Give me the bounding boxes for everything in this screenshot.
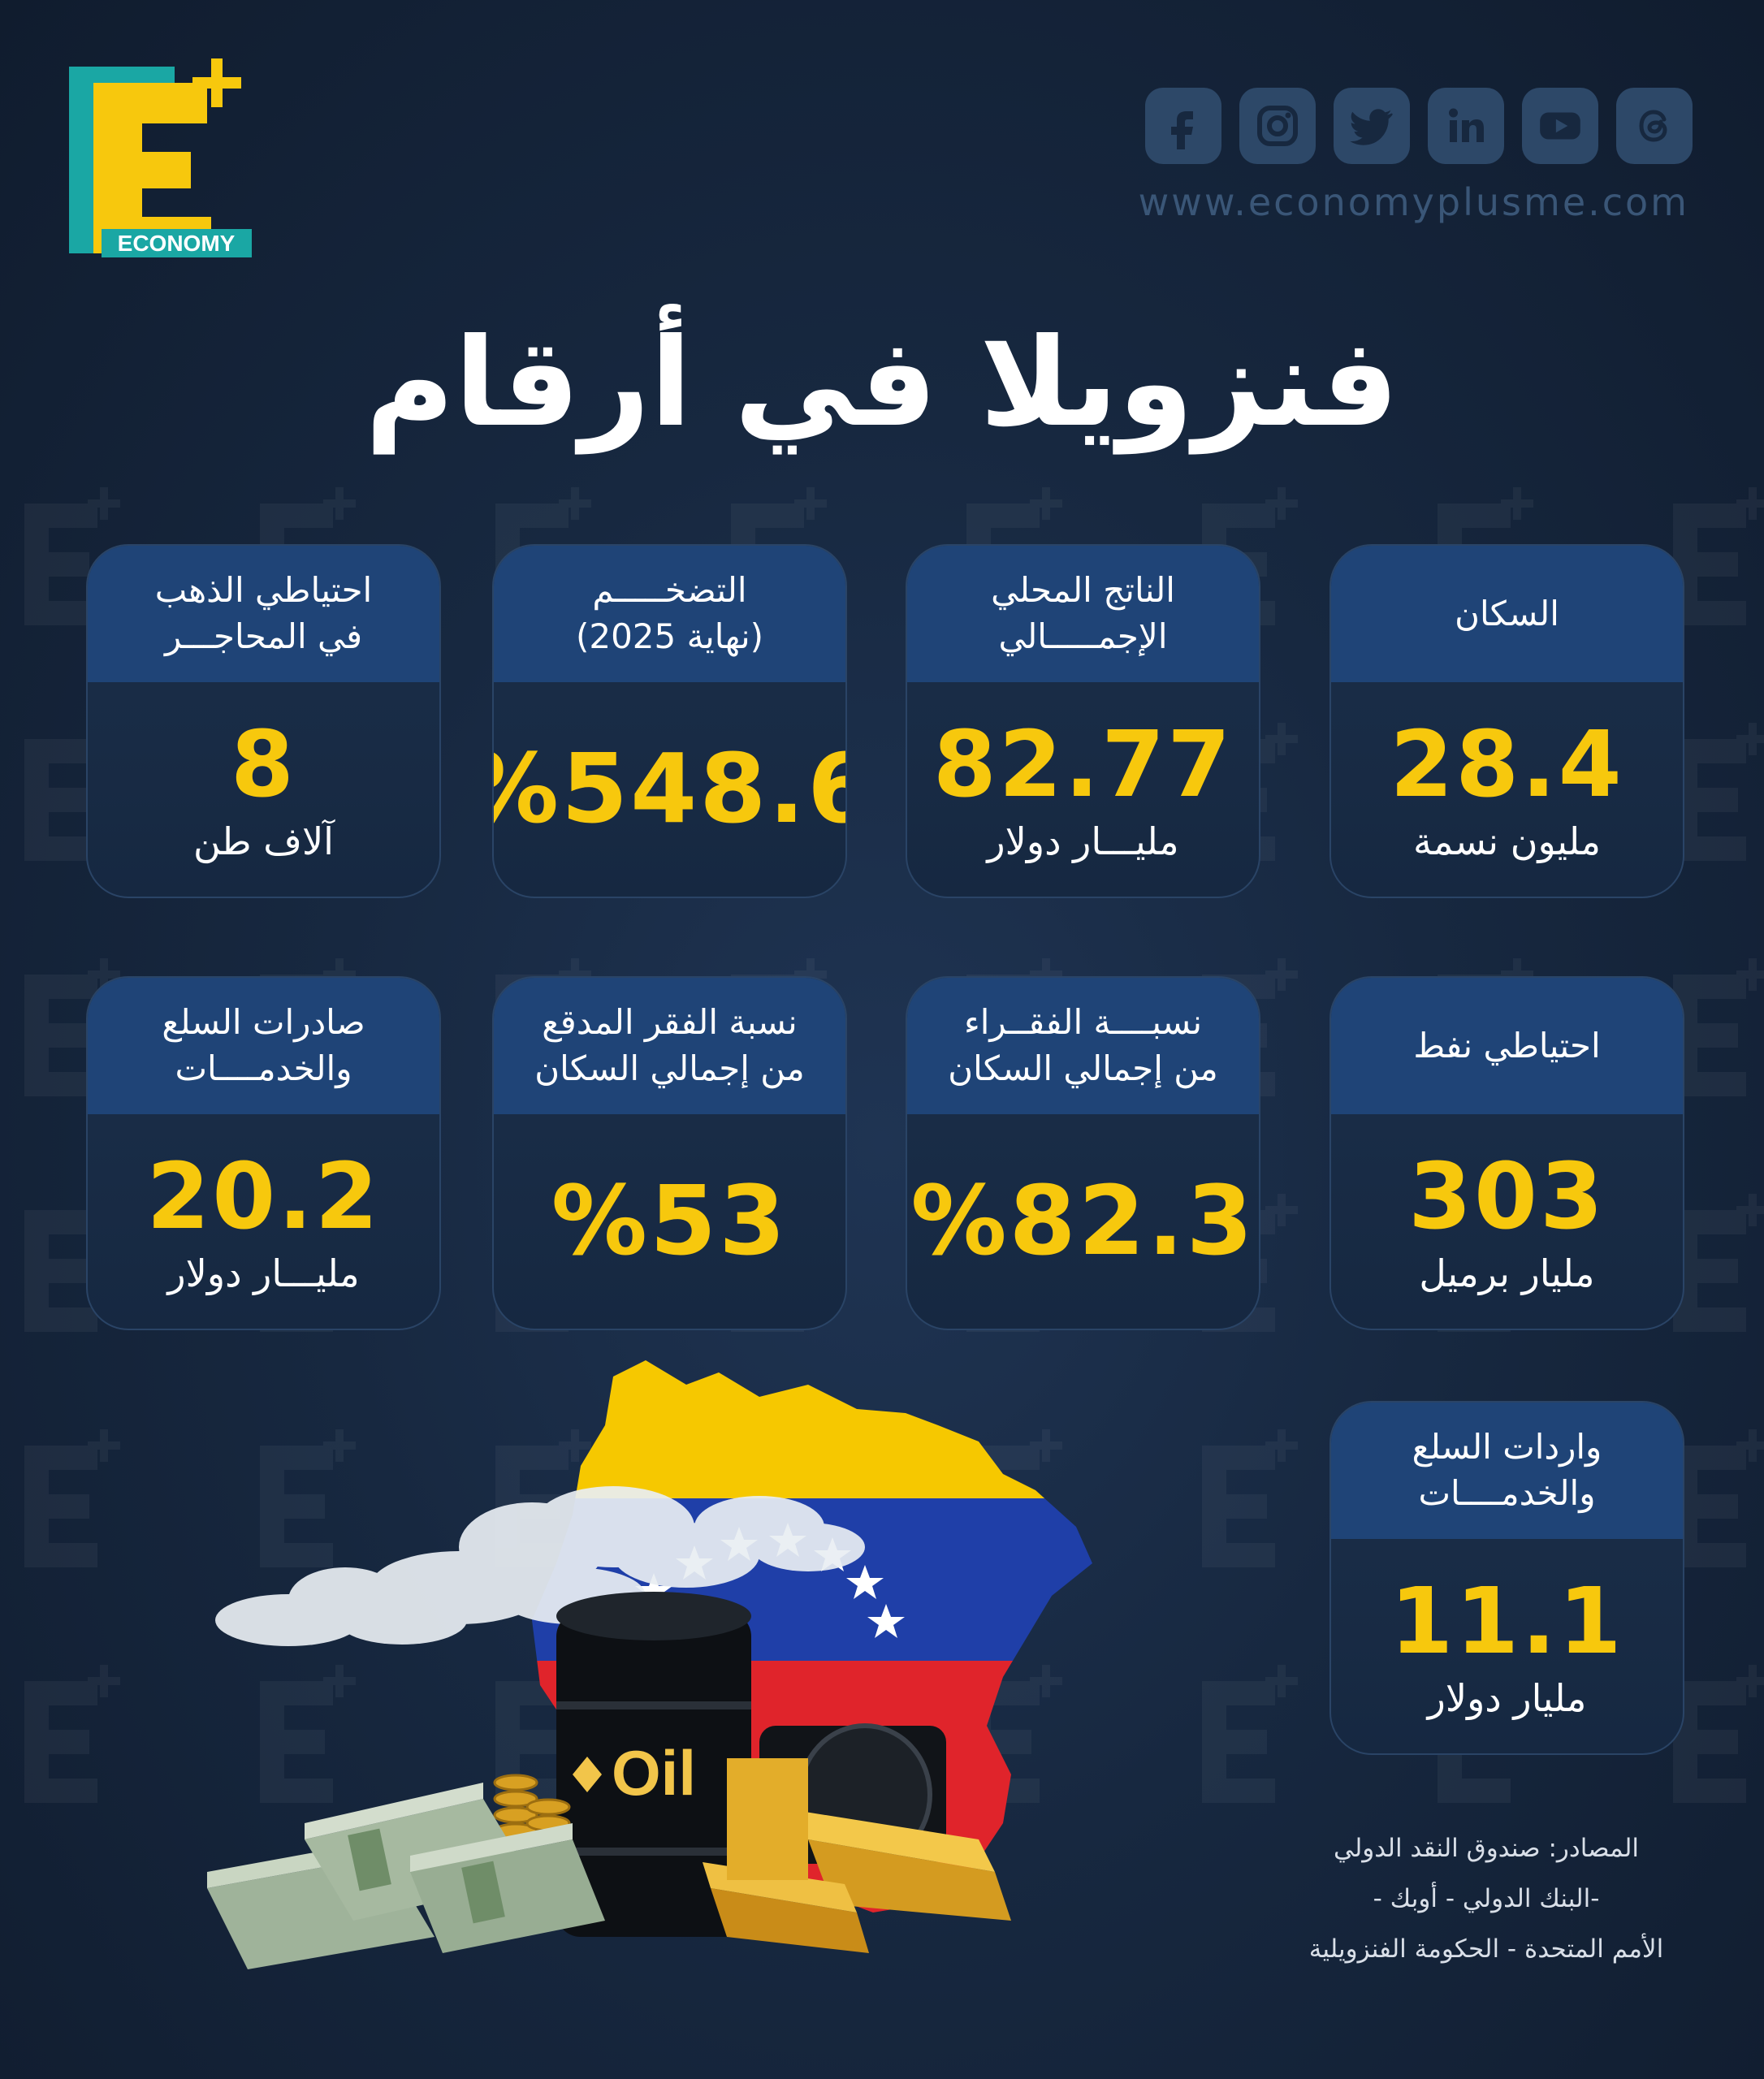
card-label: الناتج المحلي	[991, 570, 1175, 611]
card-value: 82.77	[932, 712, 1234, 819]
card-label-2: والخدمــــات	[175, 1048, 352, 1088]
stat-card-gdp: الناتج المحلي الإجمـــــالي 82.77 مليـــا…	[906, 544, 1260, 898]
card-header: السكان	[1331, 546, 1683, 682]
card-value: 20.2	[146, 1144, 381, 1251]
card-label: احتياطي الذهب	[154, 570, 373, 611]
card-value: 8	[231, 712, 296, 819]
card-body: 82.77 مليـــار دولار	[907, 682, 1259, 897]
card-value: 11.1	[1390, 1569, 1624, 1675]
threads-icon[interactable]	[1616, 88, 1693, 164]
card-unit: مليـــار دولار	[167, 1251, 360, 1295]
card-unit: مليـــار دولار	[987, 819, 1179, 863]
sources-line: الأمم المتحدة - الحكومة الفنزويلية	[1308, 1934, 1664, 1964]
card-unit: مليار دولار	[1427, 1675, 1587, 1720]
card-value: 28.4	[1390, 712, 1624, 819]
card-label-2: من إجمالي السكان	[948, 1048, 1218, 1088]
card-body: 8 آلاف طن	[88, 682, 439, 897]
venezuela-illustration: Oil	[207, 1360, 1092, 1969]
stat-card-oil-reserves: احتياطي نفط 303 مليار برميل	[1329, 976, 1684, 1330]
card-value: 303	[1408, 1144, 1606, 1251]
card-body: %82.3	[907, 1114, 1259, 1329]
card-label-2: الإجمـــــالي	[998, 616, 1168, 656]
stat-card-inflation: التضخـــــم (نهاية 2025) %548.6	[492, 544, 847, 898]
smoke-clouds	[215, 1486, 865, 1646]
card-body: 20.2 مليـــار دولار	[88, 1114, 439, 1329]
page-title: فنزويلا في أرقام	[365, 313, 1399, 454]
gold-bars	[703, 1758, 1011, 1953]
card-label-2: في المحاجـــر	[164, 616, 363, 656]
card-value: %53	[551, 1165, 789, 1277]
twitter-icon[interactable]	[1334, 88, 1410, 164]
sources-line: -البنك الدولي - أوبك -	[1373, 1884, 1600, 1913]
stat-card-imports: واردات السلع والخدمــــات 11.1 مليار دولا…	[1329, 1401, 1684, 1755]
youtube-icon[interactable]	[1522, 88, 1598, 164]
facebook-icon[interactable]	[1145, 88, 1221, 164]
card-header: الناتج المحلي الإجمـــــالي	[907, 546, 1259, 682]
card-header: التضخـــــم (نهاية 2025)	[494, 546, 845, 682]
card-header: نسبــــة الفقــراء من إجمالي السكان	[907, 978, 1259, 1114]
card-label-2: والخدمــــات	[1418, 1473, 1596, 1513]
website-url[interactable]: www.economyplusme.com	[1138, 180, 1689, 224]
card-header: نسبة الفقر المدقع من إجمالي السكان	[494, 978, 845, 1114]
card-value: %82.3	[910, 1165, 1256, 1277]
card-label: التضخـــــم	[592, 570, 747, 611]
stat-card-gold-reserves: احتياطي الذهب في المحاجـــر 8 آلاف طن	[86, 544, 441, 898]
stat-card-population: السكان 28.4 مليون نسمة	[1329, 544, 1684, 898]
card-header: واردات السلع والخدمــــات	[1331, 1403, 1683, 1539]
card-body: 303 مليار برميل	[1331, 1114, 1683, 1329]
oil-barrel: Oil	[556, 1592, 751, 1937]
cash-stacks	[207, 1783, 605, 1969]
card-unit: مليار برميل	[1419, 1251, 1595, 1295]
card-label: احتياطي نفط	[1413, 1025, 1601, 1065]
economy-logo: ECONOMY	[69, 58, 252, 257]
card-label-2: (نهاية 2025)	[575, 616, 764, 656]
stat-card-extreme-poverty: نسبة الفقر المدقع من إجمالي السكان %53	[492, 976, 847, 1330]
card-value: %548.6	[494, 733, 845, 845]
card-label: نسبة الفقر المدقع	[542, 1002, 798, 1043]
card-body: 28.4 مليون نسمة	[1331, 682, 1683, 897]
card-header: احتياطي الذهب في المحاجـــر	[88, 546, 439, 682]
social-links	[1145, 88, 1693, 164]
card-body: 11.1 مليار دولار	[1331, 1539, 1683, 1753]
card-body: %548.6	[494, 682, 845, 897]
stat-card-poverty-rate: نسبــــة الفقــراء من إجمالي السكان %82.3	[906, 976, 1260, 1330]
card-unit: آلاف طن	[193, 819, 334, 863]
stat-card-exports: صادرات السلع والخدمــــات 20.2 مليـــار د…	[86, 976, 441, 1330]
logo-text: ECONOMY	[118, 231, 236, 256]
sources-line: المصادر: صندوق النقد الدولي	[1333, 1834, 1639, 1863]
linkedin-icon[interactable]	[1428, 88, 1504, 164]
card-header: احتياطي نفط	[1331, 978, 1683, 1114]
card-header: صادرات السلع والخدمــــات	[88, 978, 439, 1114]
card-label: السكان	[1455, 593, 1559, 633]
barrel-label: Oil	[612, 1737, 696, 1809]
card-unit: مليون نسمة	[1412, 819, 1601, 863]
card-label: صادرات السلع	[162, 1002, 365, 1043]
card-label: واردات السلع	[1412, 1427, 1602, 1467]
instagram-icon[interactable]	[1239, 88, 1316, 164]
card-label: نسبــــة الفقــراء	[963, 1002, 1203, 1043]
card-label-2: من إجمالي السكان	[534, 1048, 805, 1088]
card-body: %53	[494, 1114, 845, 1329]
sources-note: المصادر: صندوق النقد الدولي -البنك الدول…	[1283, 1823, 1689, 1974]
